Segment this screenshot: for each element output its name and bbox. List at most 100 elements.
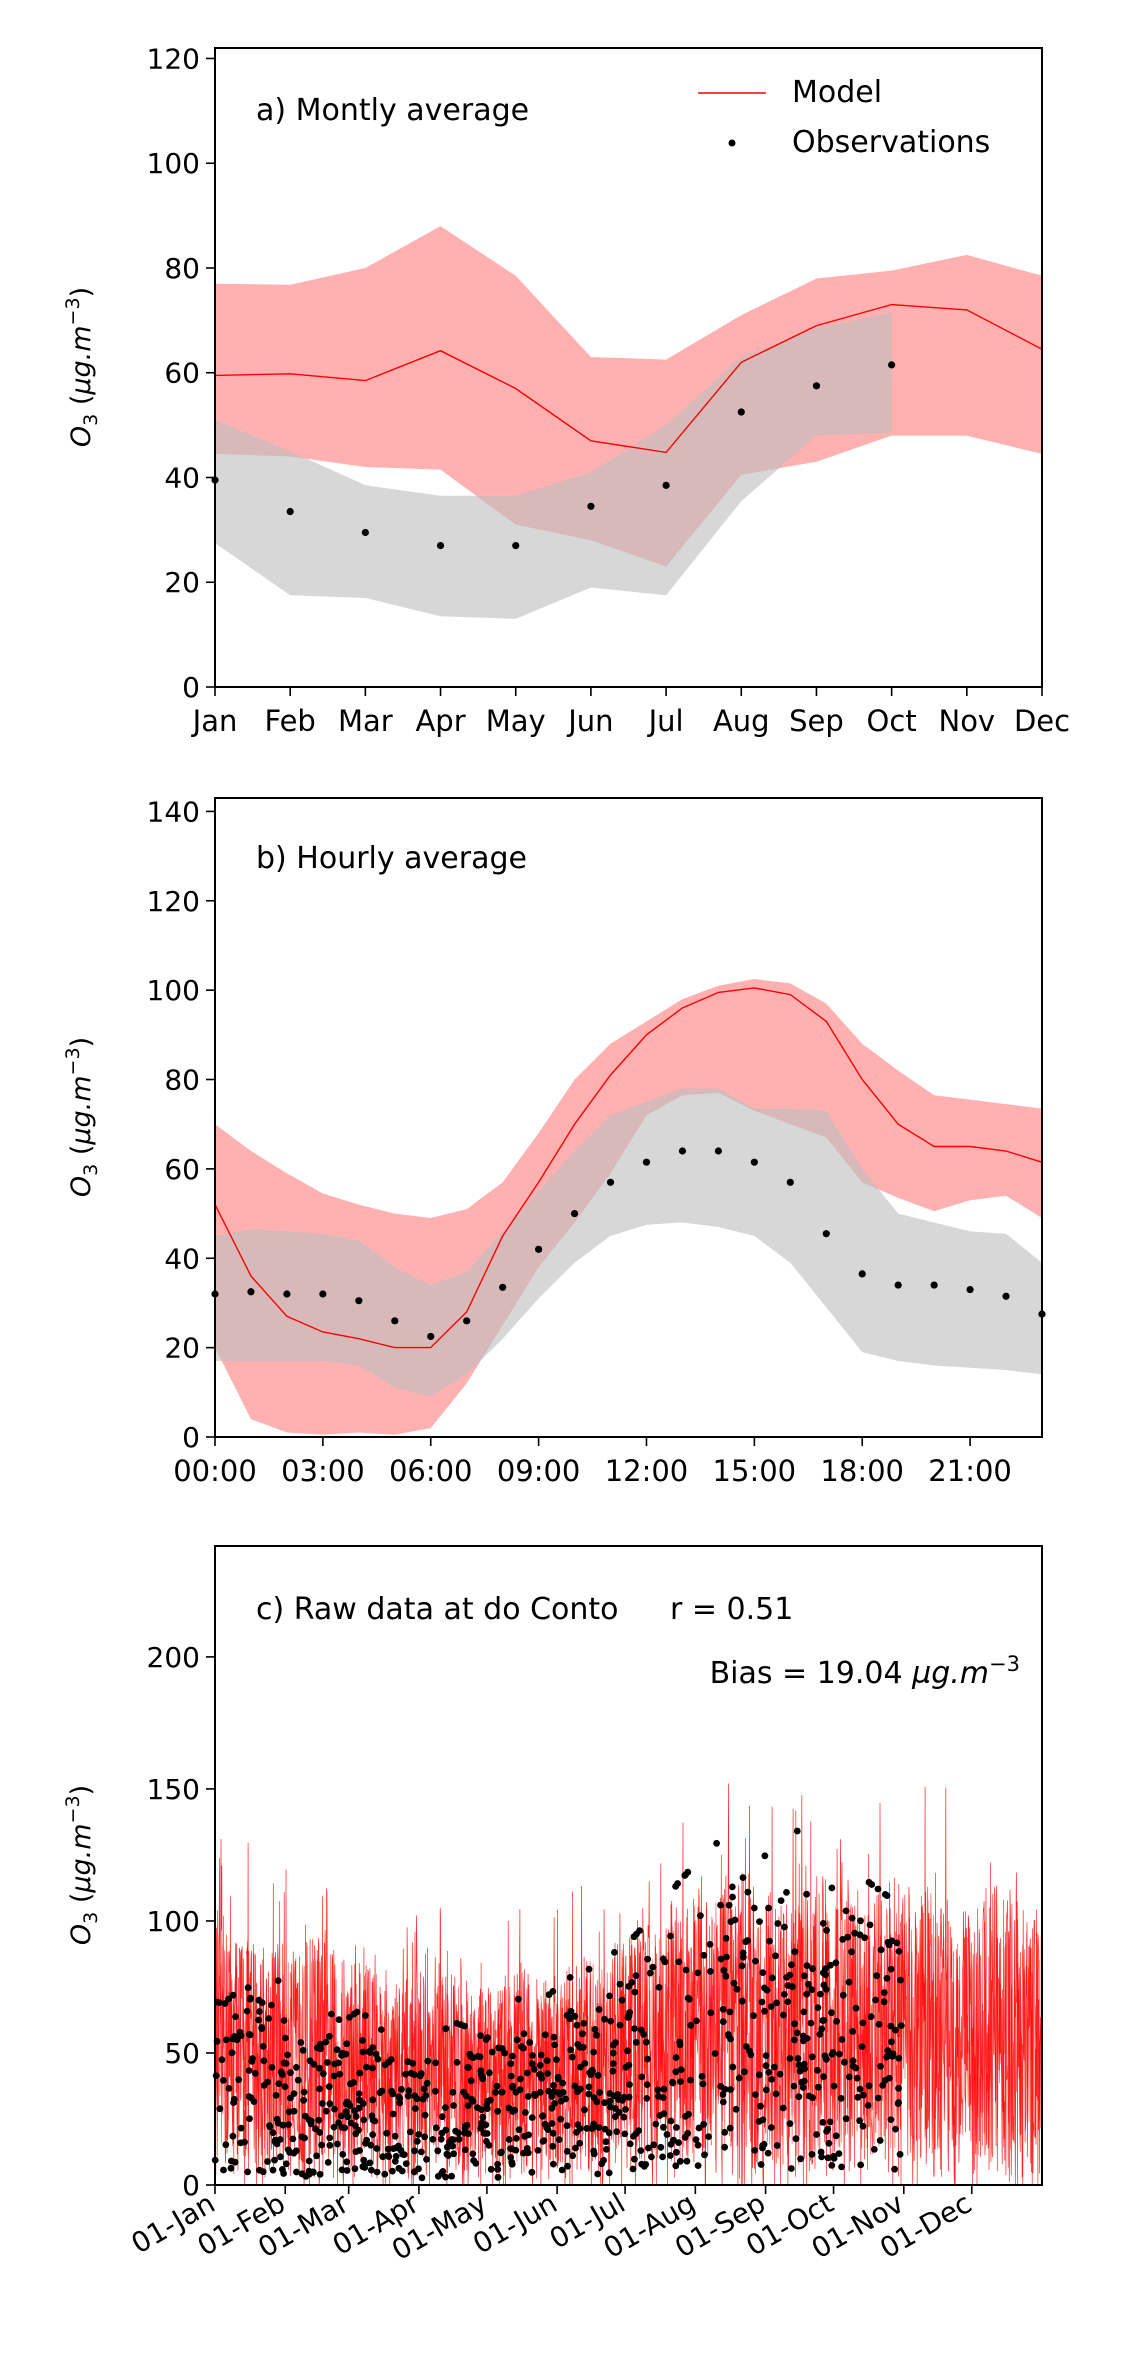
observation-point (449, 2088, 457, 2096)
observation-point (246, 2030, 253, 2038)
observation-point (643, 2095, 651, 2102)
observation-point (577, 2063, 584, 2071)
observation-point (729, 1893, 736, 1901)
y-tick-label: 0 (182, 2169, 200, 2202)
observation-point (800, 2037, 807, 2045)
observation-point (280, 2017, 288, 2024)
observation-point (415, 2131, 422, 2138)
observation-point (893, 1939, 901, 1947)
observation-point (411, 2147, 418, 2155)
observation-point (305, 2116, 313, 2124)
observation-point (558, 2166, 566, 2174)
observation-point (268, 2001, 275, 2009)
observation-point (331, 2105, 338, 2113)
observation-point (865, 2082, 873, 2090)
observation-point (849, 2057, 857, 2065)
observation-point (828, 2009, 835, 2017)
observation-point (269, 2129, 277, 2137)
observation-point (581, 2060, 589, 2067)
observation-point (229, 2132, 237, 2140)
observation-point (391, 2132, 399, 2140)
observation-point (788, 1983, 796, 1991)
observation-point (544, 2126, 552, 2134)
panel-a-observation-points (211, 361, 896, 550)
observation-point (590, 2147, 597, 2155)
observation-point (717, 1901, 724, 1909)
observation-point (744, 1888, 752, 1896)
observation-point (461, 2124, 469, 2132)
observation-point (858, 1270, 866, 1278)
observation-point (887, 1965, 895, 1973)
observation-point (625, 1983, 633, 1990)
observation-point (512, 541, 520, 550)
observation-point (845, 1978, 853, 1986)
panel-a-x-axis: Jan Feb Mar Apr May Jun Jul Aug Sep Oct Nov Dec (191, 687, 1070, 738)
y-tick-label: 60 (164, 1153, 200, 1186)
observation-point (469, 2150, 477, 2158)
observation-point (352, 2130, 360, 2138)
y-tick-label: 100 (147, 974, 200, 1007)
observation-point (760, 2140, 768, 2148)
observation-point (505, 2104, 513, 2112)
observations-band (215, 312, 892, 619)
observation-point (385, 2058, 393, 2066)
observation-point (779, 2104, 787, 2112)
observation-point (528, 2168, 536, 2176)
observation-point (853, 2074, 861, 2082)
observation-point (220, 2166, 227, 2174)
observation-point (557, 2115, 565, 2123)
panel-c-x-axis: 01-Jan01-Feb01-Mar01-Apr01-May01-Jun01-J… (126, 2185, 977, 2267)
observation-point (808, 2151, 816, 2158)
observation-point (463, 1317, 471, 1325)
observation-point (522, 2109, 529, 2116)
x-tick-label: Jan (191, 704, 238, 738)
observation-point (849, 2028, 856, 2035)
observation-point (235, 2076, 243, 2084)
observation-point (624, 2047, 631, 2055)
observation-point (772, 2090, 780, 2098)
observation-point (765, 2068, 773, 2076)
observation-point (366, 2159, 374, 2167)
observation-point (405, 2087, 413, 2095)
observation-point (930, 1281, 938, 1289)
observation-point (434, 2147, 442, 2155)
observation-point (282, 2060, 290, 2067)
observation-point (799, 2032, 807, 2040)
observation-point (539, 2112, 547, 2120)
observation-point (230, 2095, 238, 2103)
observation-point (883, 1892, 891, 1899)
observation-point (803, 1890, 810, 1898)
observation-point (873, 1972, 881, 1980)
observation-point (508, 2052, 516, 2060)
observation-point (338, 2166, 346, 2174)
observation-point (359, 2163, 367, 2171)
observation-point (681, 2133, 689, 2141)
observation-point (274, 1977, 282, 1984)
observation-point (788, 1961, 795, 1969)
observation-point (880, 1989, 888, 1996)
observation-point (786, 1971, 794, 1979)
y-tick-label: 100 (147, 147, 200, 180)
observation-point (895, 2054, 903, 2062)
observation-point (312, 2125, 319, 2133)
observation-point (631, 1988, 639, 1996)
observation-point (391, 1317, 399, 1325)
observation-point (654, 2086, 662, 2094)
observation-point (820, 1981, 828, 1989)
observation-point (497, 2149, 505, 2157)
observation-point (559, 2088, 567, 2096)
observation-point (807, 2019, 815, 2027)
x-tick-label: 21:00 (928, 1454, 1012, 1488)
observation-point (588, 2066, 596, 2074)
observation-point (371, 2117, 379, 2125)
observation-point (283, 1290, 291, 1298)
observation-point (695, 2124, 703, 2132)
observation-point (524, 2093, 532, 2100)
observation-point (464, 2063, 472, 2071)
observation-point (559, 2079, 567, 2087)
observation-point (508, 2145, 515, 2153)
observation-point (537, 2051, 545, 2059)
observation-point (758, 1998, 766, 2006)
observation-point (479, 2113, 487, 2121)
observation-point (355, 1297, 363, 1305)
